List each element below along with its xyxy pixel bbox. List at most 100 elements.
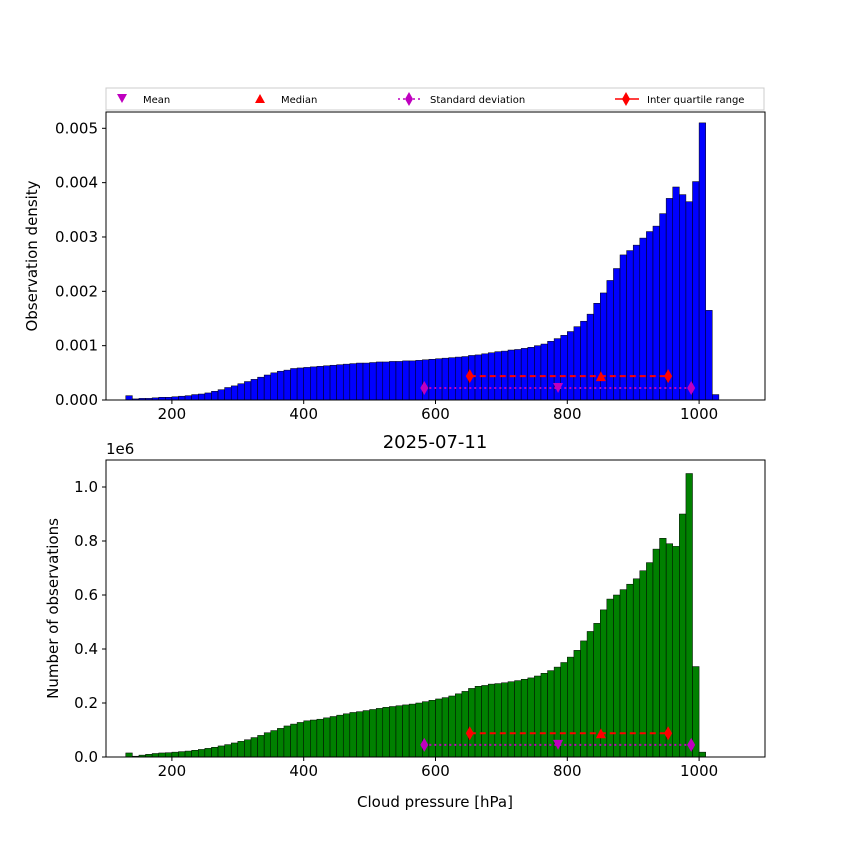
density-bar [237,383,245,401]
count-bar [580,640,588,758]
density-bar [270,372,278,401]
density-y-tick-label: 0.001 [55,337,98,355]
density-y-tick-label: 0.004 [55,174,98,192]
count-bar [290,723,298,758]
density-bar [178,395,186,401]
density-bar [389,361,397,401]
legend-label-std: Standard deviation [430,95,525,106]
count-bar [441,697,449,758]
count-bar [165,752,173,758]
density-bar [455,356,463,401]
count-bar [362,710,370,758]
density-std-marker [687,381,696,396]
mean-marker-icon [117,94,127,103]
count-y-ticks: 0.0 0.2 0.4 0.6 0.8 1.0 [74,478,106,766]
count-bar [659,538,667,758]
count-bar [487,683,496,758]
density-bar [290,368,298,401]
count-x-axis-label: Cloud pressure [hPa] [357,793,513,811]
count-y-tick-label: 1.0 [74,478,98,496]
density-iqr-marker [664,369,673,384]
density-bar [408,360,416,401]
density-bar [415,360,423,401]
count-bar [270,730,278,758]
count-bar [639,570,647,758]
count-iqr-marker [465,726,474,741]
count-bar [178,751,186,758]
count-bar [698,751,706,758]
count-stats [420,726,696,752]
legend-entry-median: Median [255,94,317,106]
count-bar [474,686,482,758]
density-bar [712,394,720,401]
count-std-marker [420,737,429,752]
count-bar [586,631,594,758]
count-bar [395,705,403,758]
density-stats [420,369,696,396]
density-bar [277,370,285,401]
count-bar [303,720,311,758]
count-bar [679,513,687,758]
density-bar [679,194,687,401]
legend: Mean Median Standard deviation Inter qua… [105,87,765,111]
density-bar [283,369,291,401]
density-bar [593,303,601,401]
std-diamond-icon [405,92,413,106]
density-bar [422,359,430,401]
density-y-axis-label: Observation density [23,180,41,331]
density-bar [250,379,258,401]
count-panel-title: 2025-07-11 [383,432,488,453]
count-bar [356,711,364,758]
count-bar [184,750,192,758]
count-bar [230,742,239,758]
count-mean-marker [553,739,564,750]
count-bar [237,741,245,758]
density-bar [296,367,304,401]
count-bar [316,718,324,758]
density-x-tick-label: 200 [158,405,187,423]
density-bar [336,364,344,401]
density-x-ticks: 200 400 600 800 1000 [158,400,718,423]
density-bar [685,201,693,401]
density-bar [211,391,219,401]
density-bar [349,363,357,401]
count-bar [349,712,357,758]
density-bar [619,254,627,401]
legend-label-mean: Mean [143,95,170,106]
count-bar [652,548,660,758]
density-y-tick-label: 0.005 [55,119,98,137]
density-bar [659,213,667,401]
density-bar [540,343,548,401]
density-bar [362,362,370,401]
density-bar [527,347,535,401]
density-bar [560,335,568,401]
density-bar [672,186,680,401]
count-bar [468,688,476,758]
count-bar [494,683,502,758]
count-panel: 2025-07-11 1e6 200 400 600 800 1000 0.00.20.… [44,432,766,811]
density-bar [316,366,324,401]
iqr-diamond-icon [622,92,630,106]
density-y-ticks: 0.000 0.001 0.002 0.003 0.004 0.005 [55,119,106,409]
count-bar [204,748,212,758]
count-bar [125,752,133,758]
count-bar [283,725,291,758]
count-bar [277,728,285,758]
count-y-tick-label: 0.4 [74,640,98,658]
legend-entry-std: Standard deviation [398,92,525,106]
count-x-tick-label: 1000 [680,762,718,780]
density-bar [402,360,410,401]
count-bar [632,578,641,758]
count-bar [626,583,634,758]
density-bar [428,358,436,401]
density-bar [507,349,515,401]
count-bar [158,752,166,758]
count-y-tick-label: 0.2 [74,694,98,712]
density-bar [626,250,634,401]
density-bar [224,387,232,401]
density-bar [303,367,311,401]
density-bar [244,381,252,401]
count-bar [455,693,463,758]
count-bar [481,685,489,758]
legend-entry-iqr: Inter quartile range [615,92,744,106]
